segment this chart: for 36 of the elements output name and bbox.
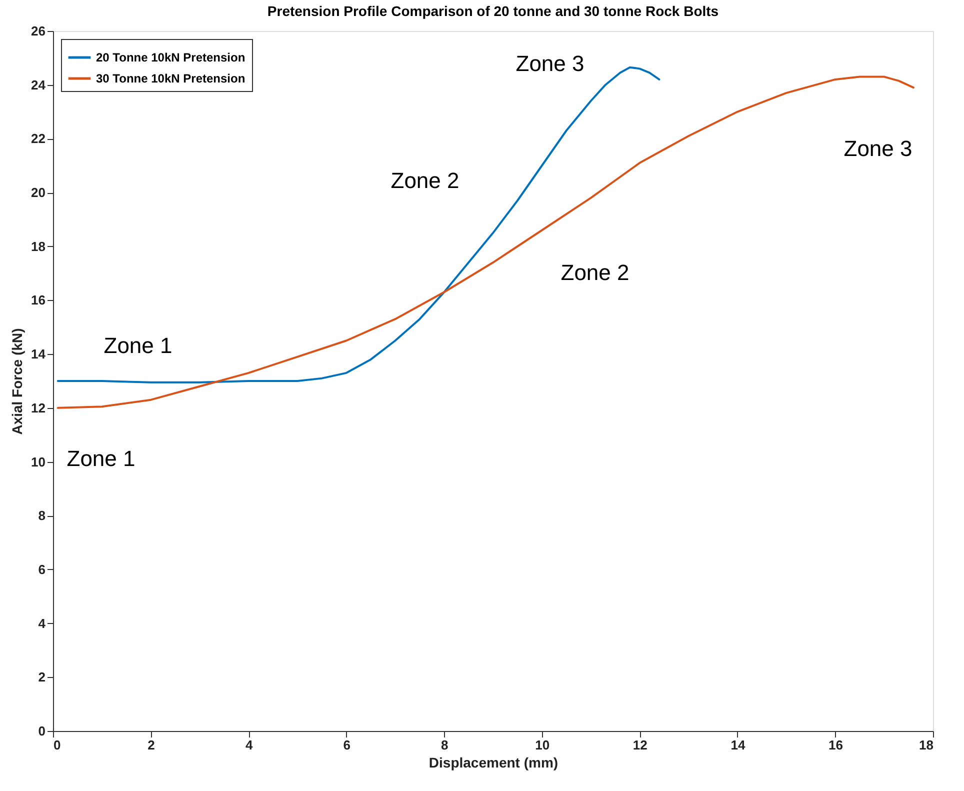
- y-tick-label: 8: [38, 508, 46, 524]
- x-tick-label: 10: [535, 738, 550, 752]
- y-tick-label: 22: [31, 131, 46, 146]
- annotation: Zone 3: [516, 51, 584, 76]
- y-tick-label: 14: [31, 346, 46, 362]
- annotation: Zone 2: [560, 260, 630, 285]
- x-tick-label: 14: [730, 738, 746, 752]
- x-tick-label: 2: [148, 738, 155, 752]
- x-tick-label: 8: [440, 738, 448, 752]
- y-tick-label: 18: [31, 238, 46, 254]
- y-tick-label: 2: [38, 670, 46, 685]
- x-tick-label: 4: [245, 738, 254, 752]
- x-tick-label: 12: [632, 738, 648, 752]
- x-tick-label: 6: [343, 738, 350, 752]
- annotation: Zone 2: [390, 168, 460, 193]
- x-axis-title: Displacement (mm): [428, 754, 558, 770]
- line-series: [56, 76, 914, 409]
- y-tick-label: 12: [31, 400, 46, 416]
- y-tick-label: 10: [31, 454, 46, 470]
- y-tick-label: 20: [31, 185, 46, 200]
- y-tick-label: 6: [38, 562, 46, 577]
- legend-label: 30 Tonne 10kN Pretension: [96, 72, 246, 86]
- chart-title: Pretension Profile Comparison of 20 tonne and 30 tonne Rock Bolts: [267, 3, 719, 19]
- annotation: Zone 1: [104, 333, 172, 358]
- y-tick-label: 4: [38, 616, 46, 631]
- y-axis-title: Axial Force (kN): [9, 328, 26, 435]
- y-tick-label: 0: [38, 724, 46, 738]
- annotation: Zone 3: [844, 136, 912, 161]
- x-tick-label: 0: [54, 738, 61, 752]
- x-tick-label: 16: [828, 738, 843, 752]
- y-tick-label: 24: [31, 77, 46, 92]
- annotation: Zone 1: [66, 446, 136, 471]
- x-tick-label: 18: [919, 738, 934, 752]
- legend-label: 20 Tonne 10kN Pretension: [96, 50, 246, 64]
- y-tick-label: 26: [31, 24, 46, 38]
- y-tick-label: 16: [31, 292, 46, 308]
